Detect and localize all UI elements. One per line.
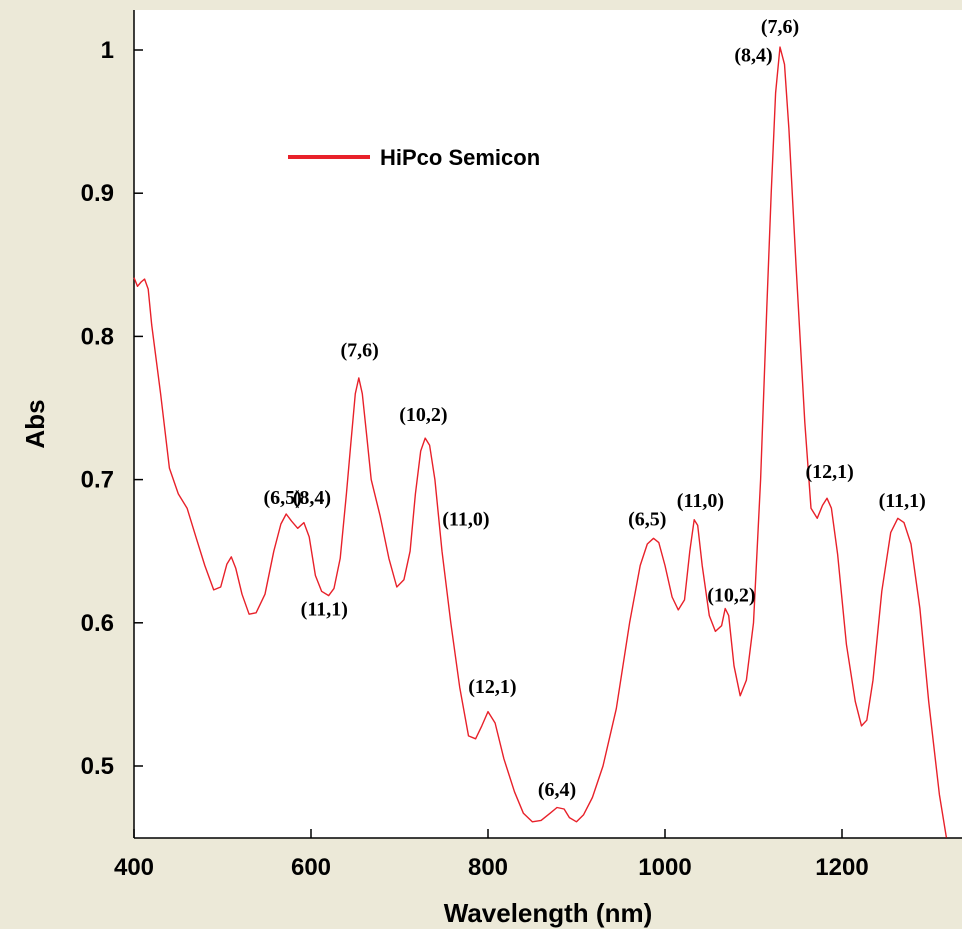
x-tick-label: 800 xyxy=(468,854,508,881)
y-tick-label: 1 xyxy=(101,37,114,64)
x-axis-title: Wavelength (nm) xyxy=(444,898,652,928)
peak-label: (7,6) xyxy=(341,339,379,361)
peak-label: (11,1) xyxy=(879,490,926,512)
x-tick-label: 400 xyxy=(114,854,154,881)
peak-label: (11,0) xyxy=(442,508,489,530)
plot-area xyxy=(134,10,962,838)
peak-label: (12,1) xyxy=(468,676,516,698)
y-tick-label: 0.9 xyxy=(81,180,114,207)
peak-label: (6,5) xyxy=(628,508,666,530)
y-tick-label: 0.8 xyxy=(81,323,114,350)
peak-label: (8,4) xyxy=(734,44,772,66)
y-axis-title: Abs xyxy=(20,399,50,448)
legend-label: HiPco Semicon xyxy=(380,145,540,170)
x-tick-label: 600 xyxy=(291,854,331,881)
y-tick-label: 0.5 xyxy=(81,753,114,780)
peak-annotations: (7,6)(8,4)(6,5)(8,4)(11,1)(7,6)(10,2)(11… xyxy=(264,16,926,801)
peak-label: (11,1) xyxy=(301,599,348,621)
series-layer xyxy=(133,46,948,838)
x-tick-label: 1000 xyxy=(638,854,691,881)
series-line xyxy=(133,46,948,838)
legend: HiPco Semicon xyxy=(288,145,540,170)
peak-label: (6,4) xyxy=(538,779,576,801)
y-tick-label: 0.6 xyxy=(81,610,114,637)
peak-label: (10,2) xyxy=(399,404,447,426)
peak-label: (7,6) xyxy=(761,16,799,38)
peak-label: (10,2) xyxy=(707,584,755,606)
peak-label: (11,0) xyxy=(677,490,724,512)
peak-label: (12,1) xyxy=(805,461,853,483)
tick-marks: 0.5 0.6 0.7 0.8 0.9 1 400 600 800 1000 1200 xyxy=(81,37,869,881)
peak-label: (6,5) xyxy=(264,487,302,509)
y-tick-label: 0.7 xyxy=(81,467,114,494)
peak-label: (8,4) xyxy=(293,487,331,509)
x-tick-label: 1200 xyxy=(815,854,868,881)
axes xyxy=(133,10,962,839)
